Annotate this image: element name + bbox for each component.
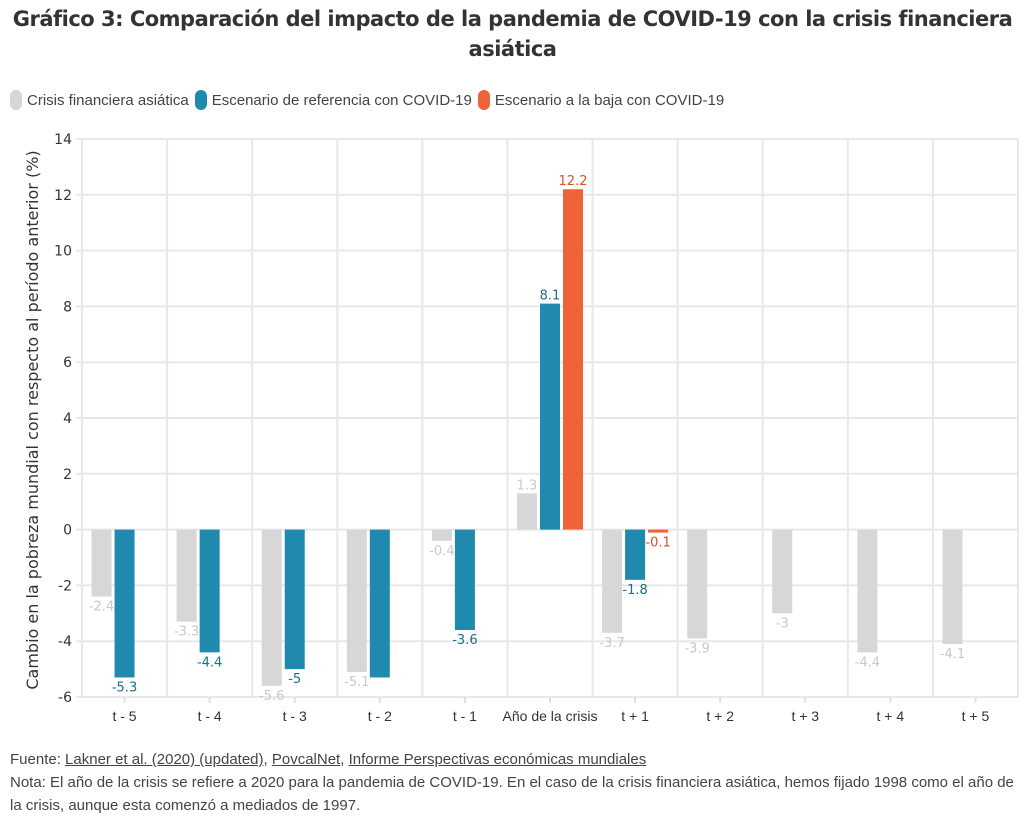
bar-asian-crisis [346,529,367,672]
bar-asian-crisis [176,529,197,622]
x-tick-label: t + 1 [621,708,649,724]
data-label: -5.3 [112,680,137,695]
x-tick-label: Año de la crisis [503,708,598,724]
y-tick-label: 4 [63,411,72,427]
data-label: -3.6 [452,633,477,648]
bar-downside [563,189,583,530]
x-tick-label: t + 2 [706,708,734,724]
y-tick-label: -4 [58,634,72,650]
data-label: -4.4 [855,655,880,670]
bar-asian-crisis [602,529,623,633]
legend-label: Crisis financiera asiática [27,91,189,109]
legend-label: Escenario de referencia con COVID-19 [211,91,472,109]
x-tick-label: t + 5 [962,708,990,724]
legend: Crisis financiera asiática Escenario de … [10,90,730,110]
bar-asian-crisis [517,493,537,530]
data-label: -4.1 [940,647,965,662]
data-label: -1.8 [622,583,647,598]
note: Nota: El año de la crisis se refiere a 2… [10,774,1014,814]
data-label: -5.6 [259,689,284,704]
legend-swatch [10,90,22,110]
data-label: -0.4 [429,544,454,559]
y-tick-label: 10 [54,244,72,260]
bar-asian-crisis [857,529,878,653]
bar-reference [284,529,305,670]
y-tick-label: 2 [63,467,72,483]
x-tick-label: t - 5 [112,708,136,724]
bar-reference [540,303,560,530]
x-tick-label: t + 4 [877,708,905,724]
source-link-weo[interactable]: Informe Perspectivas económicas mundiale… [348,751,647,768]
source-prefix: Fuente: [10,751,66,768]
x-tick-label: t - 1 [453,708,477,724]
y-axis-title: Cambio en la pobreza mundial con respect… [23,150,42,689]
data-label: -3.7 [599,636,624,651]
y-tick-label: -6 [58,690,72,706]
bar-chart: -6 -4 -2 0 2 4 6 8 10 12 14 t - 5 t - 4 t - 3 t - 2 t -… [23,132,1019,724]
data-label: 12.2 [559,174,588,189]
bar-reference [454,529,475,631]
bar-downside [648,529,669,533]
y-tick-label: 8 [63,299,72,315]
bar-asian-crisis [772,529,793,614]
data-label: -3 [776,616,789,631]
bar-asian-crisis [687,529,708,639]
bar-asian-crisis [431,529,452,541]
y-tick-label: 6 [63,355,72,371]
y-tick-label: 0 [63,523,72,539]
bar-reference [199,529,220,653]
legend-item-asian-crisis[interactable]: Crisis financiera asiática [10,90,189,110]
data-label: -3.3 [174,625,199,640]
source-line: Fuente: Lakner et al. (2020) (updated), … [10,751,647,768]
y-tick-label: 12 [54,188,72,204]
data-label: -4.4 [197,655,222,670]
x-tick-label: t - 2 [368,708,392,724]
footer: Fuente: Lakner et al. (2020) (updated), … [10,748,1020,817]
bar-reference [625,529,646,580]
legend-label: Escenario a la baja con COVID-19 [494,91,725,109]
x-tick-label: t - 4 [198,708,222,724]
bar-asian-crisis [942,529,963,644]
legend-item-downside-scenario[interactable]: Escenario a la baja con COVID-19 [477,90,725,110]
source-link-povcalnet[interactable]: PovcalNet [271,751,341,768]
legend-item-reference-scenario[interactable]: Escenario de referencia con COVID-19 [194,90,472,110]
legend-swatch [194,90,207,110]
data-label: -5 [288,672,301,687]
data-label: -3.9 [684,641,709,656]
bar-reference [114,529,135,678]
bar-asian-crisis [261,529,282,686]
y-tick-label: -2 [58,578,72,594]
bar-reference [369,529,390,678]
chart-title: Gráfico 3: Comparación del impacto de la… [12,7,1013,61]
data-label: 8.1 [540,289,561,304]
bar-asian-crisis [91,529,112,597]
y-tick-label: 14 [54,132,72,148]
data-label: -0.1 [645,536,670,551]
data-label: -2.4 [89,600,114,615]
x-tick-label: t - 3 [283,708,307,724]
source-link-lakner[interactable]: Lakner et al. (2020) (updated) [65,751,264,768]
data-label: -5.1 [344,675,369,690]
data-label: 1.3 [517,478,538,493]
legend-swatch [477,90,490,110]
x-tick-label: t + 3 [791,708,819,724]
